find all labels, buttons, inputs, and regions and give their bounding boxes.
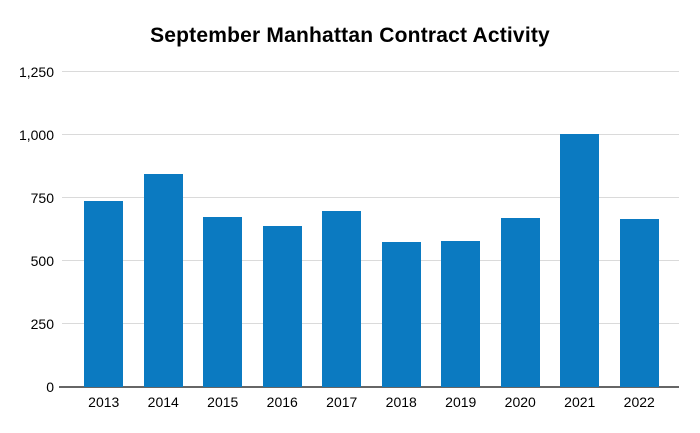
- gridline: [62, 197, 679, 198]
- x-tick-label: 2014: [147, 394, 179, 410]
- bar-slot: [431, 72, 491, 387]
- x-tick-label: 2022: [623, 394, 655, 410]
- gridline: [62, 71, 679, 72]
- x-axis-line: [59, 386, 679, 388]
- y-tick-label: 250: [30, 316, 54, 332]
- bar: [500, 218, 540, 387]
- bar-slot: [372, 72, 432, 387]
- plot-area: [59, 71, 679, 388]
- y-tick-label: 500: [30, 253, 54, 269]
- y-tick-label: 750: [30, 190, 54, 206]
- bar-slot: [550, 72, 610, 387]
- x-tick-label: 2020: [504, 394, 536, 410]
- bar: [381, 242, 421, 387]
- y-tick-label: 1,000: [18, 127, 54, 143]
- x-tick-label: 2013: [88, 394, 120, 410]
- gridline: [62, 323, 679, 324]
- x-tick-label: 2021: [564, 394, 596, 410]
- bar-slot: [74, 72, 134, 387]
- y-tick-label: 0: [46, 379, 54, 395]
- bar: [203, 216, 243, 387]
- bars-container: [74, 72, 669, 387]
- gridline: [62, 260, 679, 261]
- x-axis-tick-labels: 2013 2014 2015 2016 2017 2018 2019 2020 2021 2022: [74, 395, 669, 410]
- bar: [262, 225, 302, 387]
- bar-slot: [193, 72, 253, 387]
- bar: [619, 219, 659, 387]
- x-tick-label: 2018: [385, 394, 417, 410]
- bar-slot: [312, 72, 372, 387]
- gridline: [62, 134, 679, 135]
- bar: [143, 174, 183, 387]
- x-tick-label: 2017: [326, 394, 358, 410]
- bar: [322, 210, 362, 387]
- bar: [84, 200, 124, 387]
- y-axis-tick-labels: 0 250 500 750 1,000 1,250: [0, 65, 54, 394]
- chart-title: September Manhattan Contract Activity: [150, 24, 550, 47]
- bar-slot: [134, 72, 194, 387]
- bar-slot: [491, 72, 551, 387]
- bar-slot: [610, 72, 670, 387]
- bar: [560, 133, 600, 387]
- y-tick-label: 1,250: [18, 64, 54, 80]
- x-tick-label: 2016: [266, 394, 298, 410]
- bar-slot: [253, 72, 313, 387]
- x-tick-label: 2019: [445, 394, 477, 410]
- bar: [441, 240, 481, 387]
- x-tick-label: 2015: [207, 394, 239, 410]
